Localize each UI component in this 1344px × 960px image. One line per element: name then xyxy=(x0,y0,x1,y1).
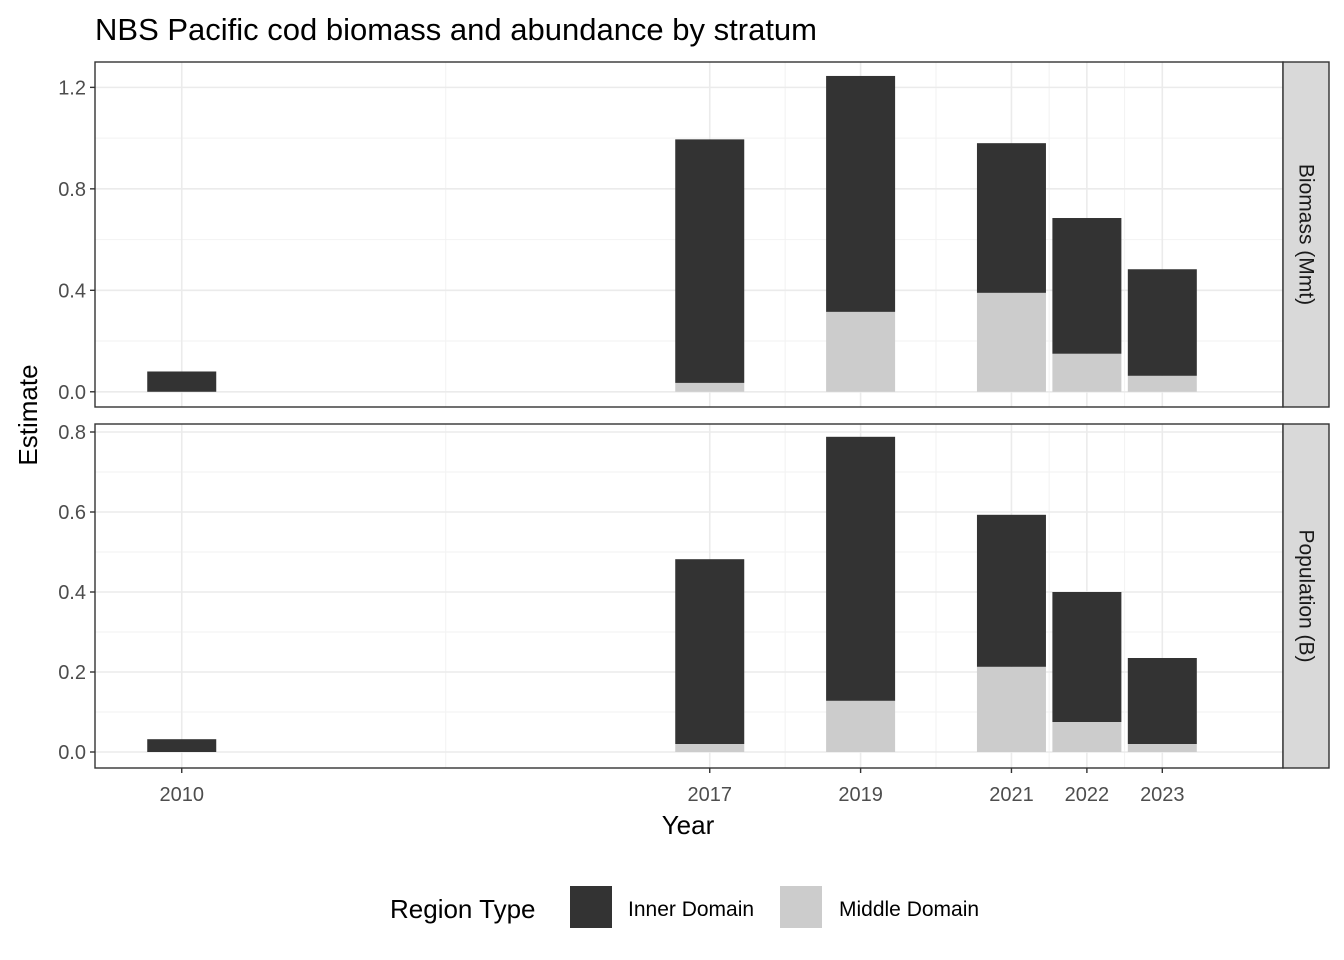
bar-inner-domain-2010 xyxy=(147,371,217,392)
bar-middle-domain-2017 xyxy=(675,382,745,392)
y-tick-label: 0.2 xyxy=(58,662,86,684)
legend: Region Type Inner Domain Middle Domain xyxy=(390,886,979,928)
bar-inner-domain-2021 xyxy=(976,514,1046,667)
x-axis: 2010 2017 2019 2021 2022 2023 xyxy=(159,768,1185,806)
bar-middle-domain-2023 xyxy=(1127,375,1197,392)
bar-middle-domain-2021 xyxy=(976,292,1046,392)
bar-inner-domain-2023 xyxy=(1127,269,1197,376)
facet-strip xyxy=(1282,61,1330,408)
x-tick-label: 2010 xyxy=(159,784,204,806)
facet-strip-label: Biomass (Mmt) xyxy=(1295,164,1318,305)
facet-panel-biomass-mmt: 0.0 0.4 0.8 1.2 Biomass (Mmt) xyxy=(58,61,1330,408)
y-axis-title: Estimate xyxy=(13,364,43,465)
bar-inner-domain-2010 xyxy=(147,739,217,752)
y-tick-label: 0.0 xyxy=(58,382,86,404)
y-tick-label: 0.4 xyxy=(58,280,86,302)
bar-inner-domain-2019 xyxy=(826,436,896,701)
bar-inner-domain-2023 xyxy=(1127,658,1197,744)
facet-strip xyxy=(1282,423,1330,769)
legend-label-middle-domain: Middle Domain xyxy=(839,898,979,921)
x-tick-label: 2022 xyxy=(1065,784,1110,806)
facet-strip-label: Population (B) xyxy=(1295,529,1318,662)
bar-inner-domain-2022 xyxy=(1052,592,1122,722)
facet-panels: 0.0 0.4 0.8 1.2 Biomass (Mmt) 0.0 0.2 0.4 0.6 0.8… xyxy=(58,61,1330,769)
bar-middle-domain-2022 xyxy=(1052,353,1122,392)
x-tick-label: 2023 xyxy=(1140,784,1185,806)
x-tick-label: 2021 xyxy=(989,784,1034,806)
bar-inner-domain-2022 xyxy=(1052,218,1122,354)
y-tick-label: 0.0 xyxy=(58,742,86,764)
bar-inner-domain-2017 xyxy=(675,139,745,383)
y-tick-label: 0.6 xyxy=(58,502,86,524)
bar-middle-domain-2021 xyxy=(976,666,1046,752)
bar-inner-domain-2021 xyxy=(976,143,1046,293)
x-tick-label: 2019 xyxy=(838,784,883,806)
bar-inner-domain-2019 xyxy=(826,75,896,312)
legend-title: Region Type xyxy=(390,894,536,924)
bar-middle-domain-2019 xyxy=(826,700,896,752)
legend-swatch-inner-domain xyxy=(570,886,612,928)
facet-panel-population-b: 0.0 0.2 0.4 0.6 0.8 Population (B) xyxy=(58,422,1330,769)
legend-swatch-middle-domain xyxy=(780,886,822,928)
y-tick-label: 0.8 xyxy=(58,422,86,444)
bar-middle-domain-2019 xyxy=(826,311,896,392)
y-tick-label: 1.2 xyxy=(58,77,86,99)
bar-middle-domain-2023 xyxy=(1127,744,1197,752)
y-tick-label: 0.8 xyxy=(58,179,86,201)
y-tick-label: 0.4 xyxy=(58,582,86,604)
bar-middle-domain-2022 xyxy=(1052,722,1122,752)
chart-title: NBS Pacific cod biomass and abundance by… xyxy=(95,12,817,47)
bar-inner-domain-2017 xyxy=(675,559,745,744)
x-axis-title: Year xyxy=(662,810,715,840)
legend-label-inner-domain: Inner Domain xyxy=(628,898,754,921)
x-tick-label: 2017 xyxy=(687,784,732,806)
bar-middle-domain-2017 xyxy=(675,744,745,752)
